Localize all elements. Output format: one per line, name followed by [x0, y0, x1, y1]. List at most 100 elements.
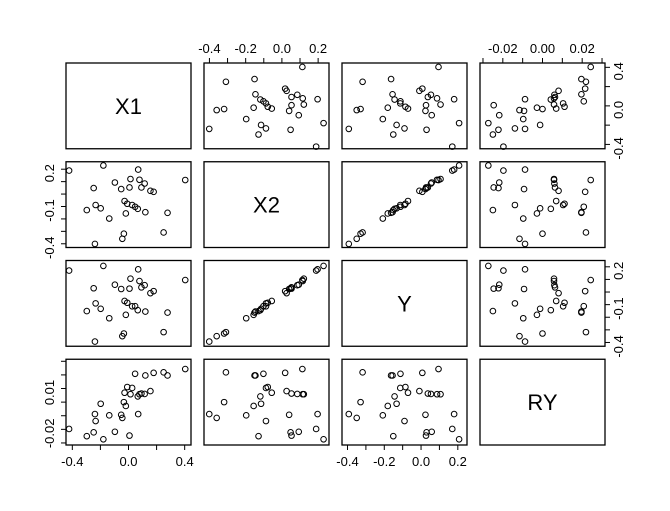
data-point — [314, 266, 321, 273]
tick-label-right: -0.4 — [611, 335, 626, 357]
data-point — [91, 240, 99, 248]
data-point — [419, 369, 426, 377]
data-point — [252, 308, 259, 315]
data-point — [578, 75, 585, 83]
data-point — [516, 235, 523, 243]
data-point — [288, 432, 295, 439]
tick-label-right: -0.4 — [611, 137, 626, 159]
data-point — [92, 201, 99, 209]
data-point — [428, 428, 436, 436]
data-point — [299, 63, 306, 71]
data-point — [387, 209, 395, 217]
data-point — [521, 95, 529, 103]
data-point — [578, 309, 585, 316]
data-point — [521, 338, 529, 345]
data-point — [264, 299, 272, 307]
data-point — [105, 215, 113, 222]
data-point — [117, 285, 125, 293]
data-point — [100, 262, 107, 270]
data-point — [294, 390, 301, 398]
data-point — [127, 390, 134, 398]
data-point — [416, 387, 423, 395]
data-point — [422, 411, 429, 419]
data-point — [65, 267, 73, 274]
tick-label-bottom: -0.4 — [336, 454, 358, 469]
data-point — [147, 289, 154, 297]
data-point — [126, 432, 133, 439]
data-point — [419, 188, 426, 196]
data-point — [111, 281, 119, 289]
data-point — [295, 111, 303, 119]
data-point — [127, 275, 134, 282]
data-point — [428, 179, 436, 186]
data-point — [312, 143, 320, 150]
data-point — [391, 393, 398, 400]
data-point — [551, 184, 559, 191]
data-point — [288, 93, 295, 101]
data-point — [126, 285, 133, 292]
data-point — [359, 78, 366, 86]
data-point — [268, 297, 276, 305]
data-point — [294, 281, 301, 289]
data-point — [294, 91, 301, 99]
data-point — [111, 428, 119, 436]
data-point — [100, 435, 107, 443]
data-point — [455, 119, 463, 127]
data-point — [581, 287, 589, 295]
data-point — [551, 281, 558, 289]
data-point — [551, 180, 558, 187]
data-point — [516, 106, 523, 114]
data-point — [83, 307, 91, 315]
data-point — [379, 412, 387, 419]
data-point — [220, 105, 228, 113]
data-point — [521, 166, 529, 173]
data-point — [90, 429, 97, 436]
data-point — [288, 101, 295, 109]
data-point — [450, 95, 458, 103]
data-point — [550, 95, 558, 102]
data-point — [213, 332, 220, 340]
data-point — [353, 235, 361, 243]
data-point — [539, 330, 546, 337]
data-point — [401, 201, 408, 209]
data-point — [489, 307, 497, 315]
data-point — [220, 330, 228, 337]
data-point — [222, 328, 230, 336]
data-point — [561, 299, 568, 307]
data-point — [547, 205, 555, 213]
panel-frame-r4c1 — [65, 358, 192, 446]
data-point — [320, 262, 327, 270]
tick-label-bottom: 0.4 — [176, 454, 194, 469]
data-point — [122, 311, 130, 319]
data-point — [299, 276, 306, 284]
panel-frame-r2c1 — [65, 161, 192, 249]
data-point — [150, 188, 157, 196]
data-point — [250, 402, 257, 410]
data-point — [353, 106, 361, 114]
data-point — [92, 300, 99, 307]
data-point — [281, 369, 289, 377]
data-point — [580, 302, 588, 310]
data-point — [555, 289, 562, 297]
data-point — [520, 185, 528, 193]
data-point — [357, 398, 364, 406]
diagonal-label-RY: RY — [527, 390, 557, 415]
data-point — [547, 306, 555, 314]
data-point — [128, 384, 136, 392]
data-point — [105, 412, 113, 419]
data-point — [384, 402, 392, 410]
data-point — [287, 126, 294, 134]
data-point — [257, 121, 265, 129]
data-point — [222, 369, 230, 376]
data-point — [97, 400, 104, 408]
data-point — [490, 101, 497, 109]
data-point — [511, 201, 519, 209]
data-point — [300, 101, 308, 108]
data-point — [489, 131, 497, 138]
data-point — [387, 372, 395, 379]
data-point — [281, 287, 289, 295]
diagonal-label-Y: Y — [397, 291, 412, 316]
data-point — [435, 365, 442, 373]
data-point — [142, 372, 149, 379]
